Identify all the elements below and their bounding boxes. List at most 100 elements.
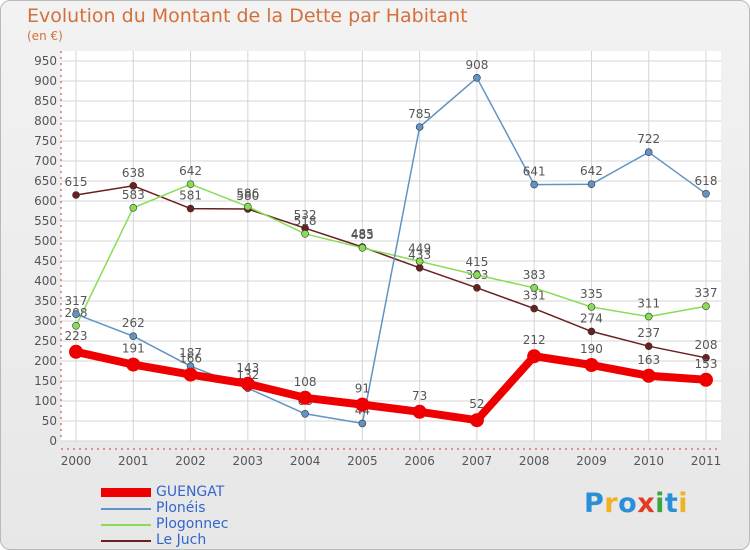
x-tick-label: 2005 <box>347 454 378 468</box>
data-label-plogonnec: 483 <box>351 228 374 242</box>
plot-area <box>61 51 721 441</box>
data-point-guengat <box>298 390 313 405</box>
y-tick-label: 800 <box>34 114 57 128</box>
y-tick-label: 650 <box>34 174 57 188</box>
data-label-plogonnec: 449 <box>408 241 431 255</box>
series-line-plogonnec <box>75 183 707 327</box>
data-point-plon-is <box>72 310 80 319</box>
y-tick-label: 750 <box>34 134 57 148</box>
data-label-guengat: 108 <box>294 375 317 389</box>
data-label-le-juch: 638 <box>122 166 145 180</box>
data-label-plogonnec: 383 <box>523 268 546 282</box>
data-point-le-juch <box>72 191 80 199</box>
data-label-plon-is: 132 <box>236 368 259 382</box>
data-point-guengat <box>69 344 83 359</box>
legend-swatch-le-juch <box>101 540 151 542</box>
data-point-guengat <box>699 372 713 387</box>
y-tick-label: 250 <box>34 334 57 348</box>
data-label-le-juch: 208 <box>695 338 718 352</box>
y-tick-label: 900 <box>34 74 57 88</box>
data-label-le-juch: 331 <box>523 289 546 303</box>
data-label-plogonnec: 335 <box>580 287 603 301</box>
series-line-plon-is <box>75 77 707 425</box>
data-point-plogonnec <box>301 230 309 238</box>
legend-item-guengat: GUENGAT <box>101 484 321 502</box>
y-tick-label: 850 <box>34 94 57 108</box>
proxiti-logo: Proxiti <box>584 488 689 519</box>
data-point-le-juch <box>587 327 596 336</box>
data-point-plogonnec <box>473 271 481 279</box>
data-label-guengat: 143 <box>236 361 259 375</box>
data-label-le-juch: 580 <box>236 189 259 203</box>
legend-swatch-guengat <box>101 488 151 497</box>
data-point-plogonnec <box>644 312 653 321</box>
y-tick-label: 50 <box>42 414 57 428</box>
y-tick-label: 700 <box>34 154 57 168</box>
data-label-le-juch: 581 <box>179 189 202 203</box>
legend-item-le-juch: Le Juch <box>101 532 321 549</box>
series-line-le-juch <box>75 185 707 359</box>
y-tick-label: 100 <box>34 394 57 408</box>
data-label-plon-is: 187 <box>179 346 202 360</box>
data-point-guengat <box>240 376 255 391</box>
data-label-plon-is: 641 <box>523 165 546 179</box>
data-label-plogonnec: 518 <box>294 214 317 228</box>
legend: GUENGAT Plonéis Plogonnec Le Juch <box>101 484 321 549</box>
data-label-plogonnec: 642 <box>179 164 202 178</box>
data-point-plogonnec <box>72 321 80 330</box>
data-label-guengat: 163 <box>637 353 660 367</box>
data-point-plogonnec <box>358 244 367 252</box>
data-label-plogonnec: 337 <box>695 286 718 300</box>
data-label-guengat: 91 <box>355 382 370 396</box>
data-point-le-juch <box>644 342 653 351</box>
data-label-plon-is: 722 <box>637 132 660 146</box>
data-label-guengat: 223 <box>65 329 88 343</box>
data-point-guengat <box>126 357 141 372</box>
data-point-plogonnec <box>129 204 138 212</box>
y-tick-label: 600 <box>34 194 57 208</box>
y-tick-label: 950 <box>34 54 57 68</box>
data-point-plon-is <box>358 419 367 428</box>
data-point-le-juch <box>415 263 424 272</box>
data-point-plogonnec <box>530 283 538 292</box>
data-label-le-juch: 615 <box>65 175 88 189</box>
x-tick-label: 2000 <box>61 454 92 468</box>
x-tick-label: 2003 <box>233 454 264 468</box>
data-label-plogonnec: 586 <box>236 187 259 201</box>
data-label-plon-is: 262 <box>122 316 145 330</box>
data-label-plon-is: 642 <box>580 164 603 178</box>
data-point-plogonnec <box>186 180 195 188</box>
data-label-plogonnec: 311 <box>637 297 660 311</box>
legend-swatch-ploneis <box>101 508 151 510</box>
y-tick-label: 500 <box>34 234 57 248</box>
data-label-plogonnec: 583 <box>122 188 145 202</box>
chart-title: Evolution du Montant de la Dette par Hab… <box>27 5 468 27</box>
data-point-plogonnec <box>702 302 710 311</box>
y-tick-label: 0 <box>49 434 57 448</box>
data-point-plon-is <box>530 180 538 189</box>
x-tick-label: 2007 <box>462 454 493 468</box>
legend-label-ploneis: Plonéis <box>156 500 206 516</box>
data-point-plon-is <box>129 332 138 341</box>
x-tick-label: 2009 <box>576 454 607 468</box>
data-point-plogonnec <box>415 257 424 266</box>
data-point-plon-is <box>587 180 596 188</box>
y-tick-label: 300 <box>34 314 57 328</box>
data-label-guengat: 191 <box>122 342 145 356</box>
x-tick-label: 2006 <box>404 454 435 468</box>
data-point-le-juch <box>473 283 481 292</box>
data-label-plon-is: 618 <box>695 174 718 188</box>
data-label-guengat: 190 <box>580 342 603 356</box>
data-label-le-juch: 433 <box>408 248 431 262</box>
data-point-guengat <box>584 358 599 372</box>
data-point-plogonnec <box>244 202 252 211</box>
data-label-plon-is: 908 <box>465 58 488 72</box>
data-label-guengat: 153 <box>695 357 718 371</box>
data-label-plogonnec: 415 <box>465 255 488 269</box>
legend-item-ploneis: Plonéis <box>101 500 321 518</box>
data-label-plon-is: 317 <box>65 294 88 308</box>
data-point-guengat <box>355 397 370 412</box>
data-point-plon-is <box>415 123 424 131</box>
